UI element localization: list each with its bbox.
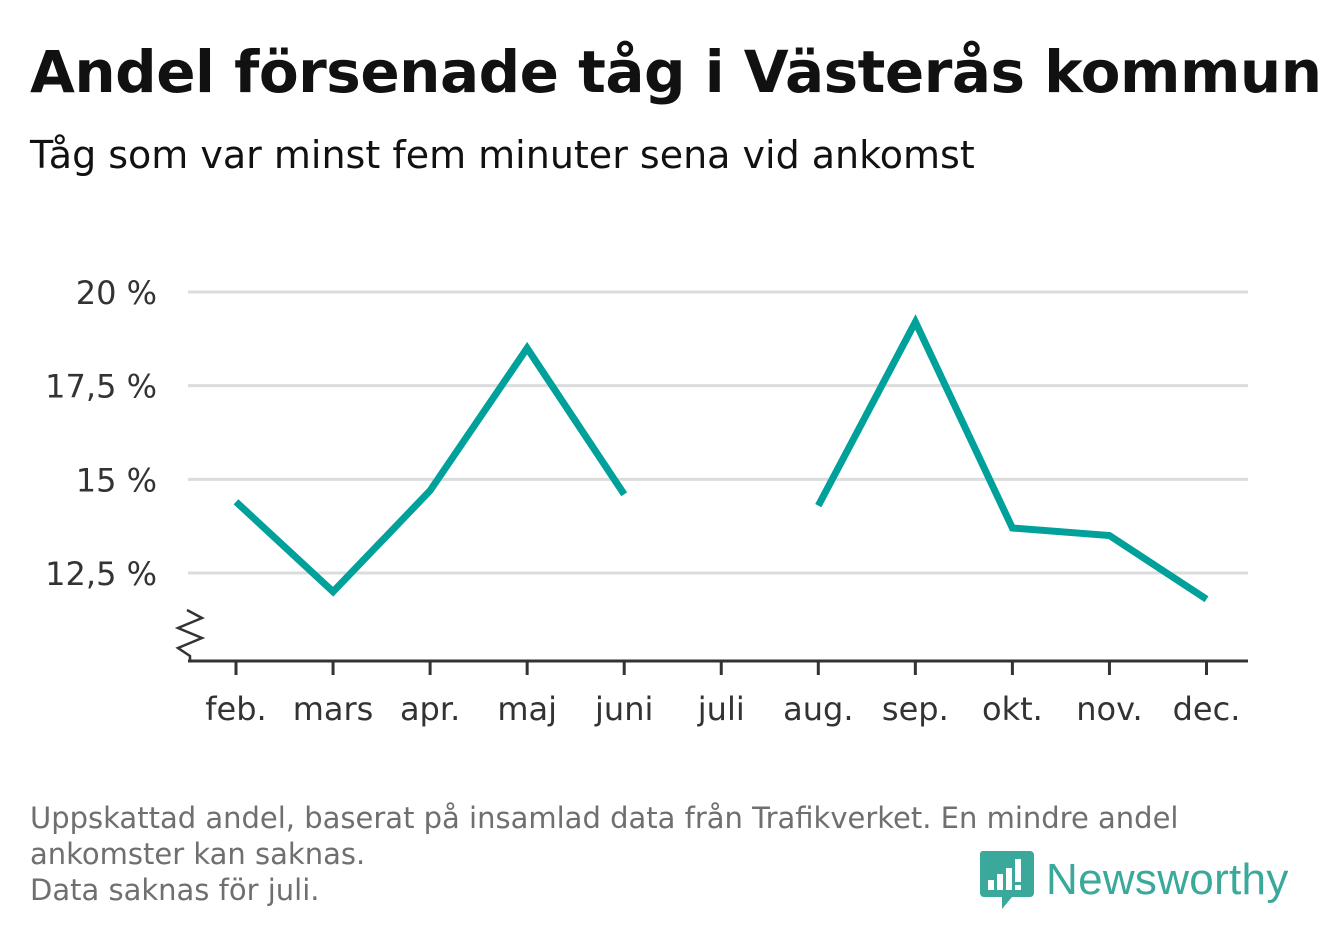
footnote-line: ankomster kan saknas. [30,837,366,871]
x-tick-label: mars [293,690,374,728]
x-tick-label: nov. [1076,690,1142,728]
y-tick-label: 12,5 % [45,555,157,593]
x-axis-ticks: feb. mars apr. maj juni juli aug. sep. okt. nov. d… [205,661,1240,728]
footnote-line: Uppskattad andel, baserat på insamlad da… [30,801,1179,835]
newsworthy-logo: Newsworthy [978,848,1289,912]
y-tick-label: 15 % [76,461,157,499]
y-axis-ticks: 12,5 % 15 % 17,5 % 20 % [45,274,157,593]
grid-lines [188,290,1248,575]
x-tick-label: feb. [205,690,266,728]
bar-chart-logo-icon [979,851,1034,909]
x-tick-label: aug. [783,690,853,728]
y-tick-label: 20 % [76,274,157,312]
x-tick-label: juli [697,690,745,728]
x-tick-label: maj [497,690,557,728]
x-tick-label: okt. [982,690,1043,728]
x-tick-label: sep. [882,690,949,728]
footnote: Uppskattad andel, baserat på insamlad da… [30,800,1280,908]
chart-subtitle: Tåg som var minst fem minuter sena vid a… [30,133,975,177]
chart-title: Andel försenade tåg i Västerås kommun [30,38,1322,106]
brand-name: Newsworthy [1046,855,1289,904]
series-lines [233,314,1209,603]
series-line [233,341,628,597]
footnote-line: Data saknas för juli. [30,873,320,907]
x-axis [174,608,1248,663]
x-tick-label: apr. [400,690,460,728]
x-tick-label: juni [594,690,653,728]
series-line [815,314,1209,603]
axis-break-icon [174,608,206,661]
x-tick-label: dec. [1173,690,1241,728]
y-tick-label: 17,5 % [45,368,157,406]
